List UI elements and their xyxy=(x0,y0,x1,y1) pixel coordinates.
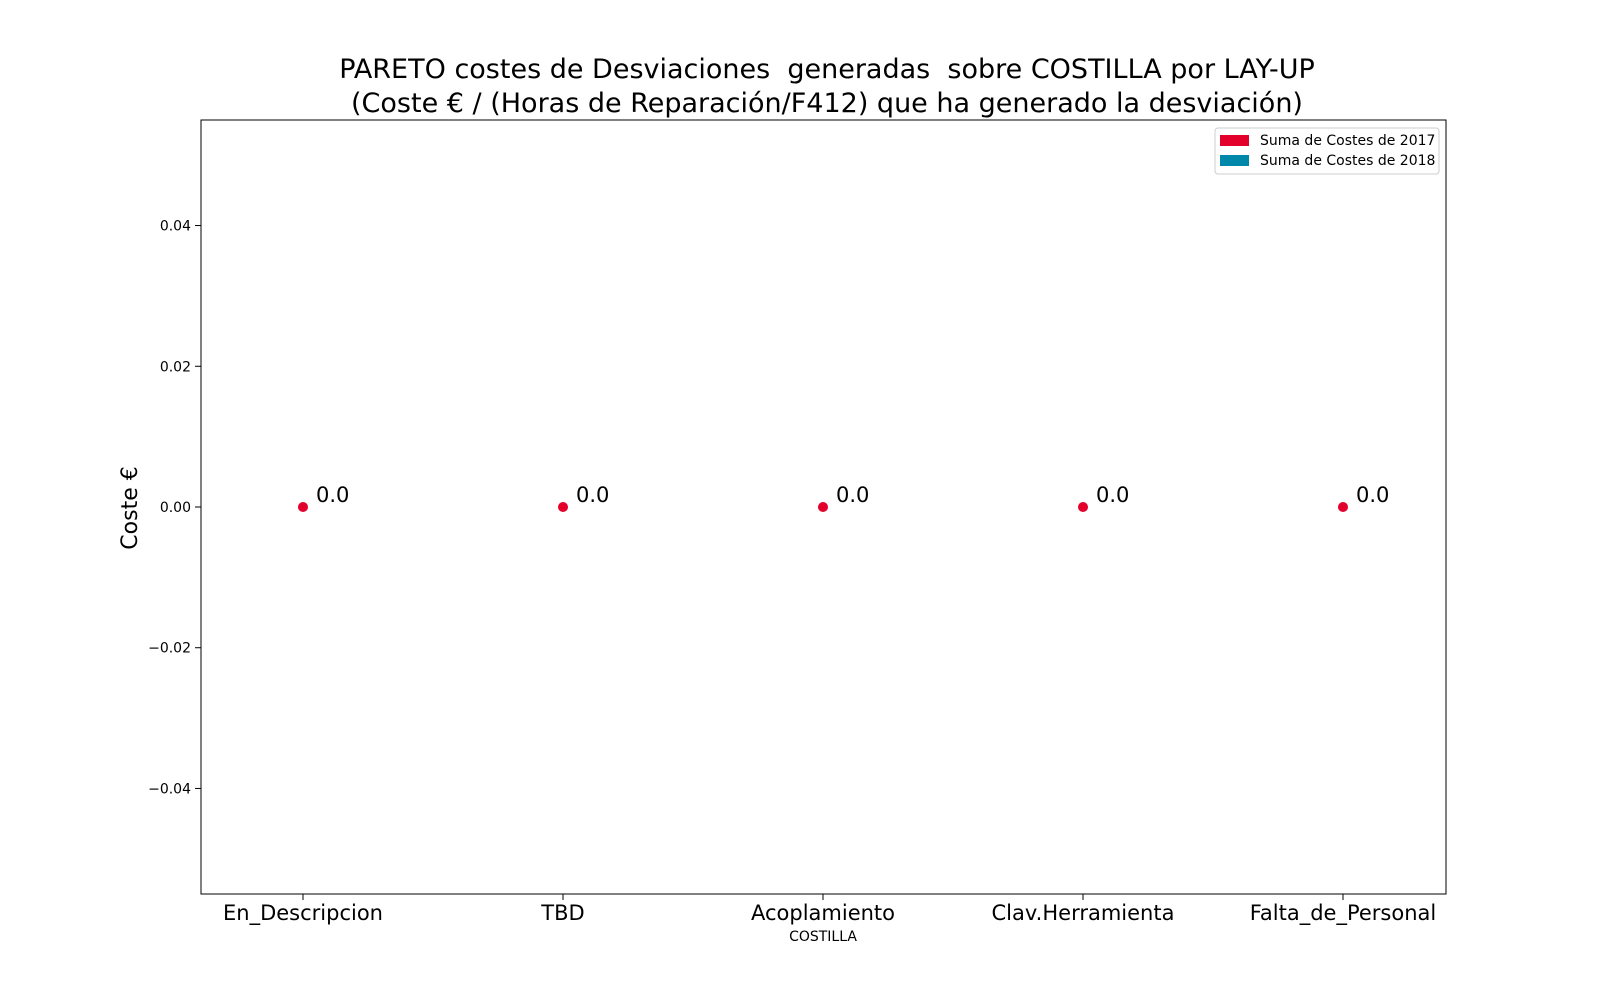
chart-title-line2: (Coste € / (Horas de Reparación/F412) qu… xyxy=(351,88,1303,119)
data-point xyxy=(1338,502,1348,512)
data-points xyxy=(298,502,1348,512)
legend-label-2017: Suma de Costes de 2017 xyxy=(1260,133,1435,149)
data-point xyxy=(298,502,308,512)
x-axis: En_Descripcion TBD Acoplamiento Clav.Herram… xyxy=(223,894,1436,926)
data-labels: 0.0 0.0 0.0 0.0 0.0 xyxy=(316,483,1389,507)
y-tick-label: −0.04 xyxy=(148,781,191,797)
x-tick-label: En_Descripcion xyxy=(223,901,383,926)
y-tick-label: −0.02 xyxy=(148,641,191,657)
x-axis-label: COSTILLA xyxy=(789,929,857,945)
x-tick-label: Falta_de_Personal xyxy=(1250,901,1436,926)
x-tick-label: Acoplamiento xyxy=(751,901,895,925)
legend: Suma de Costes de 2017 Suma de Costes de… xyxy=(1214,127,1440,175)
legend-label-2018: Suma de Costes de 2018 xyxy=(1260,153,1435,169)
data-label: 0.0 xyxy=(316,483,349,507)
data-point xyxy=(558,502,568,512)
data-label: 0.0 xyxy=(576,483,609,507)
x-tick-label: Clav.Herramienta xyxy=(992,901,1175,925)
legend-swatch-2017 xyxy=(1220,135,1249,146)
y-tick-label: 0.02 xyxy=(160,359,191,375)
data-label: 0.0 xyxy=(1096,483,1129,507)
data-label: 0.0 xyxy=(1356,483,1389,507)
chart-title-line1: PARETO costes de Desviaciones generadas … xyxy=(339,54,1314,85)
data-point xyxy=(818,502,828,512)
data-point xyxy=(1078,502,1088,512)
y-tick-label: 0.00 xyxy=(160,500,191,516)
legend-box xyxy=(1214,127,1440,175)
y-axis: 0.04 0.02 0.00 −0.02 −0.04 xyxy=(148,219,201,797)
data-label: 0.0 xyxy=(836,483,869,507)
y-axis-label: Coste € xyxy=(118,466,143,549)
x-tick-label: TBD xyxy=(540,901,584,925)
y-tick-label: 0.04 xyxy=(160,219,191,235)
legend-swatch-2018 xyxy=(1220,155,1249,166)
